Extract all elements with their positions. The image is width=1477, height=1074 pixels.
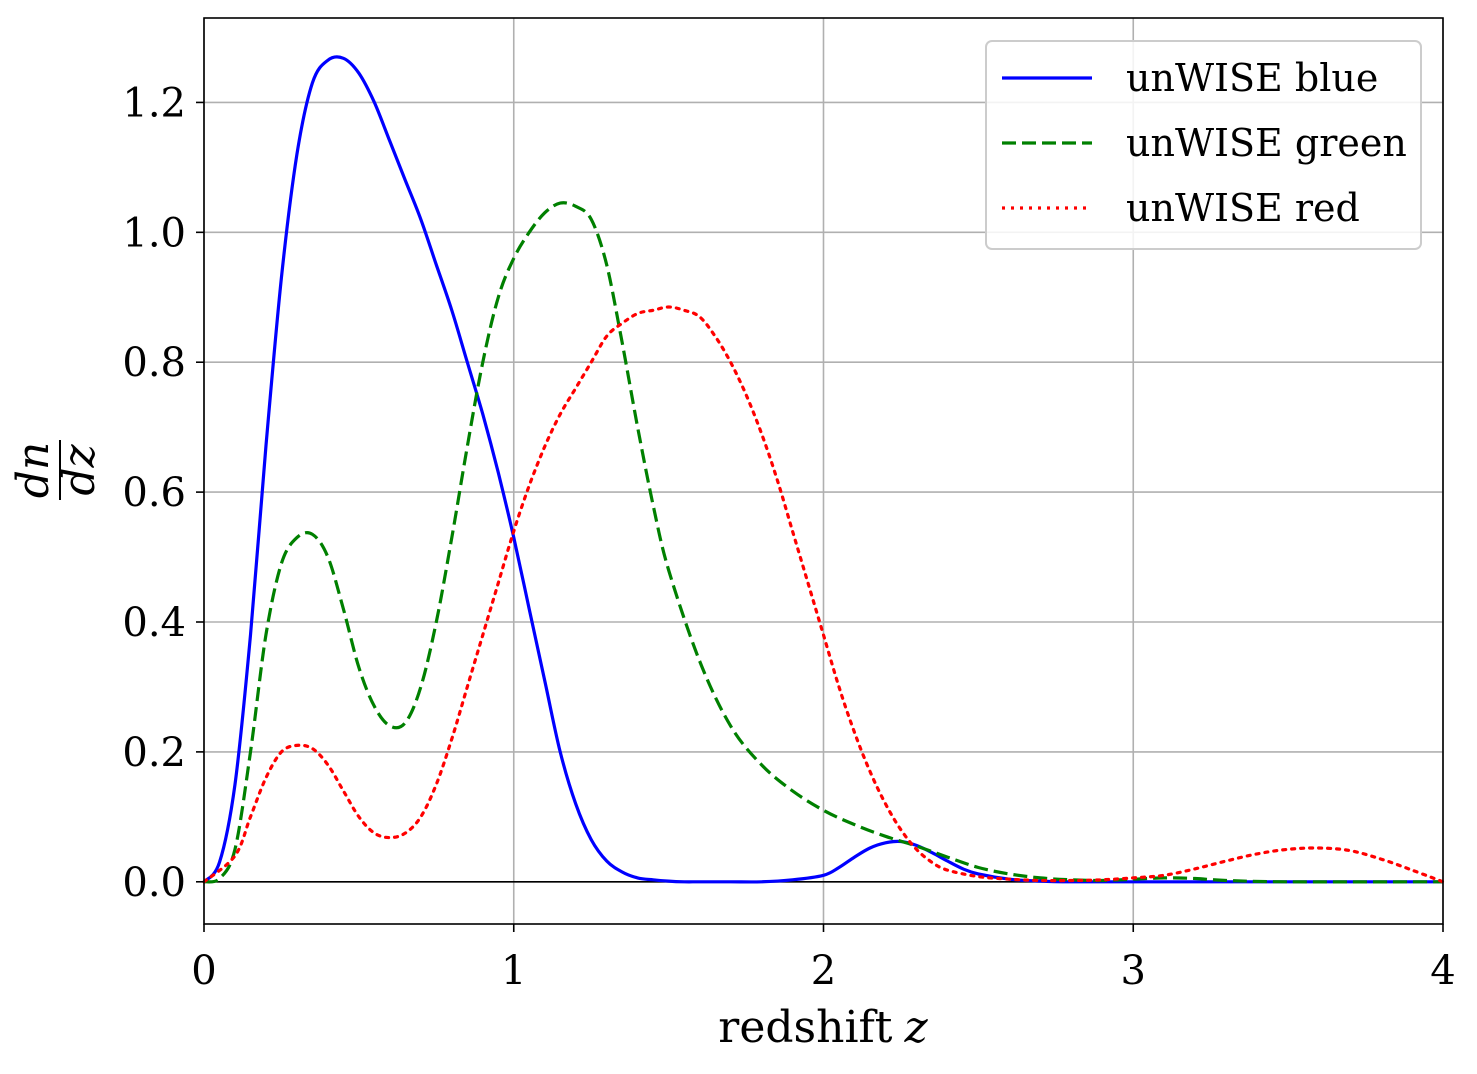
series-line-3 [202,305,1445,884]
y-tick-label: 0.6 [122,470,186,516]
x-axis-label: redshift z [718,1002,928,1053]
x-axis-label-var: z [904,1002,929,1053]
y-axis-label: dn dz [8,440,105,500]
y-tick-label: 0.8 [122,340,186,386]
series-line-2 [203,201,1444,884]
x-tick-label: 4 [1430,948,1455,994]
y-tick-label: 0.2 [122,730,186,776]
x-tick-label: 2 [811,948,836,994]
legend-label-3: unWISE red [1126,186,1360,230]
legend: unWISE blue unWISE green unWISE red [985,40,1422,250]
x-tick-label: 3 [1121,948,1146,994]
y-axis-label-numerator: dn [8,442,59,499]
series-line-1 [202,55,1443,884]
x-tick-label: 1 [501,948,526,994]
legend-label-1: unWISE blue [1126,56,1378,100]
legend-label-2: unWISE green [1126,121,1407,165]
y-tick-label: 1.0 [122,210,186,256]
axis-ticks: 0 1 2 3 4 0.0 0.2 0.4 0.6 0.8 1.0 1.2 [122,80,1455,994]
x-tick-label: 0 [191,948,216,994]
legend-box [985,40,1422,250]
y-tick-label: 1.2 [122,80,186,126]
y-axis-label-denominator: dz [54,444,105,496]
series-layer [202,55,1445,884]
y-tick-label: 0.4 [122,600,186,646]
x-axis-label-text: redshift [718,1002,893,1053]
y-tick-label: 0.0 [122,860,186,906]
